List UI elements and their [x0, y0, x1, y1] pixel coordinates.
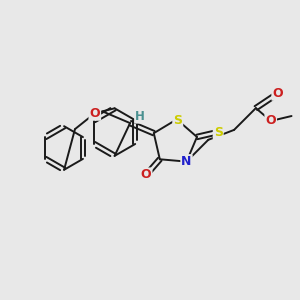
Text: S: S	[173, 114, 182, 127]
Text: N: N	[181, 155, 192, 168]
Text: O: O	[266, 115, 276, 128]
Text: O: O	[141, 169, 152, 182]
Text: O: O	[89, 107, 100, 120]
Text: O: O	[272, 87, 283, 100]
Text: H: H	[135, 110, 145, 123]
Text: S: S	[214, 125, 223, 139]
